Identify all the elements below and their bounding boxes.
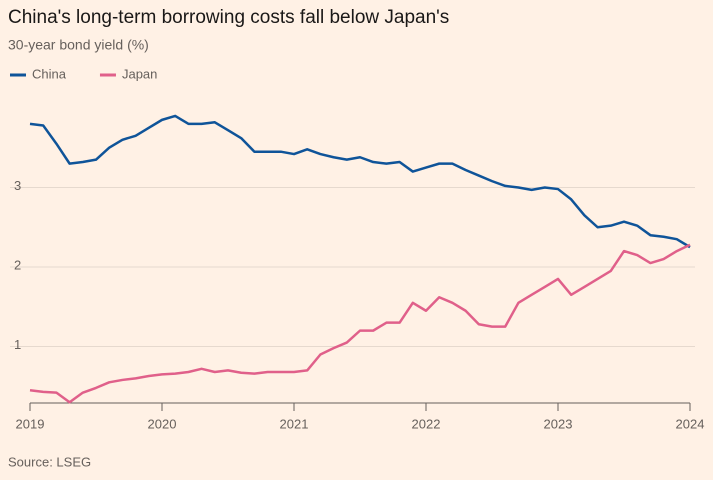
x-tick-label: 2019 [16, 416, 45, 431]
series-line [29, 114, 691, 249]
x-tick-label: 2023 [544, 416, 573, 431]
chart-title: China's long-term borrowing costs fall b… [8, 7, 449, 28]
legend-label: China [32, 66, 67, 81]
y-tick-label: 1 [14, 337, 21, 352]
legend-label: Japan [122, 66, 157, 81]
y-tick-label: 2 [14, 257, 21, 272]
y-tick-label: 3 [14, 178, 21, 193]
x-tick-label: 2022 [412, 416, 441, 431]
source: Source: LSEG [8, 454, 91, 469]
x-tick-label: 2020 [148, 416, 177, 431]
series-line [29, 243, 691, 404]
chart-subtitle: 30-year bond yield (%) [8, 37, 149, 53]
x-tick-label: 2024 [676, 416, 705, 431]
x-tick-label: 2021 [280, 416, 309, 431]
